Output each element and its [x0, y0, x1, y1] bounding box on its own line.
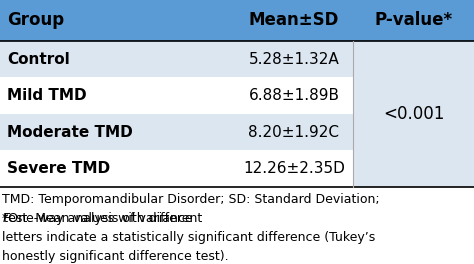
Bar	[353, 41, 474, 77]
Text: <0.001: <0.001	[383, 105, 444, 123]
Text: 5.28±1.32A: 5.28±1.32A	[248, 52, 339, 67]
Text: *One-way analysis of variance: *One-way analysis of variance	[2, 212, 197, 225]
Text: Severe TMD: Severe TMD	[7, 161, 110, 176]
Text: test. Mean values with different: test. Mean values with different	[2, 212, 202, 225]
Text: 6.88±1.89B: 6.88±1.89B	[248, 88, 339, 103]
Bar	[0, 41, 353, 77]
Bar	[0, 114, 353, 150]
Bar	[353, 77, 474, 114]
Text: honestly significant difference test).: honestly significant difference test).	[2, 250, 229, 263]
Text: Group: Group	[7, 11, 64, 30]
Bar	[0, 77, 353, 114]
Bar	[353, 150, 474, 187]
Text: P-value*: P-value*	[374, 11, 453, 30]
Text: Moderate TMD: Moderate TMD	[7, 125, 133, 139]
Text: 8.20±1.92C: 8.20±1.92C	[248, 125, 339, 139]
Text: 12.26±2.35D: 12.26±2.35D	[243, 161, 345, 176]
Text: letters indicate a statistically significant difference (Tukey’s: letters indicate a statistically signifi…	[2, 231, 375, 244]
Text: Control: Control	[7, 52, 70, 67]
Bar	[0, 150, 353, 187]
Text: TMD: Temporomandibular Disorder; SD: Standard Deviation;: TMD: Temporomandibular Disorder; SD: Sta…	[2, 193, 380, 206]
Text: Mean±SD: Mean±SD	[249, 11, 339, 30]
Bar	[353, 114, 474, 150]
Text: Mild TMD: Mild TMD	[7, 88, 87, 103]
Text: F: F	[2, 212, 9, 225]
Bar	[0, 0, 474, 41]
